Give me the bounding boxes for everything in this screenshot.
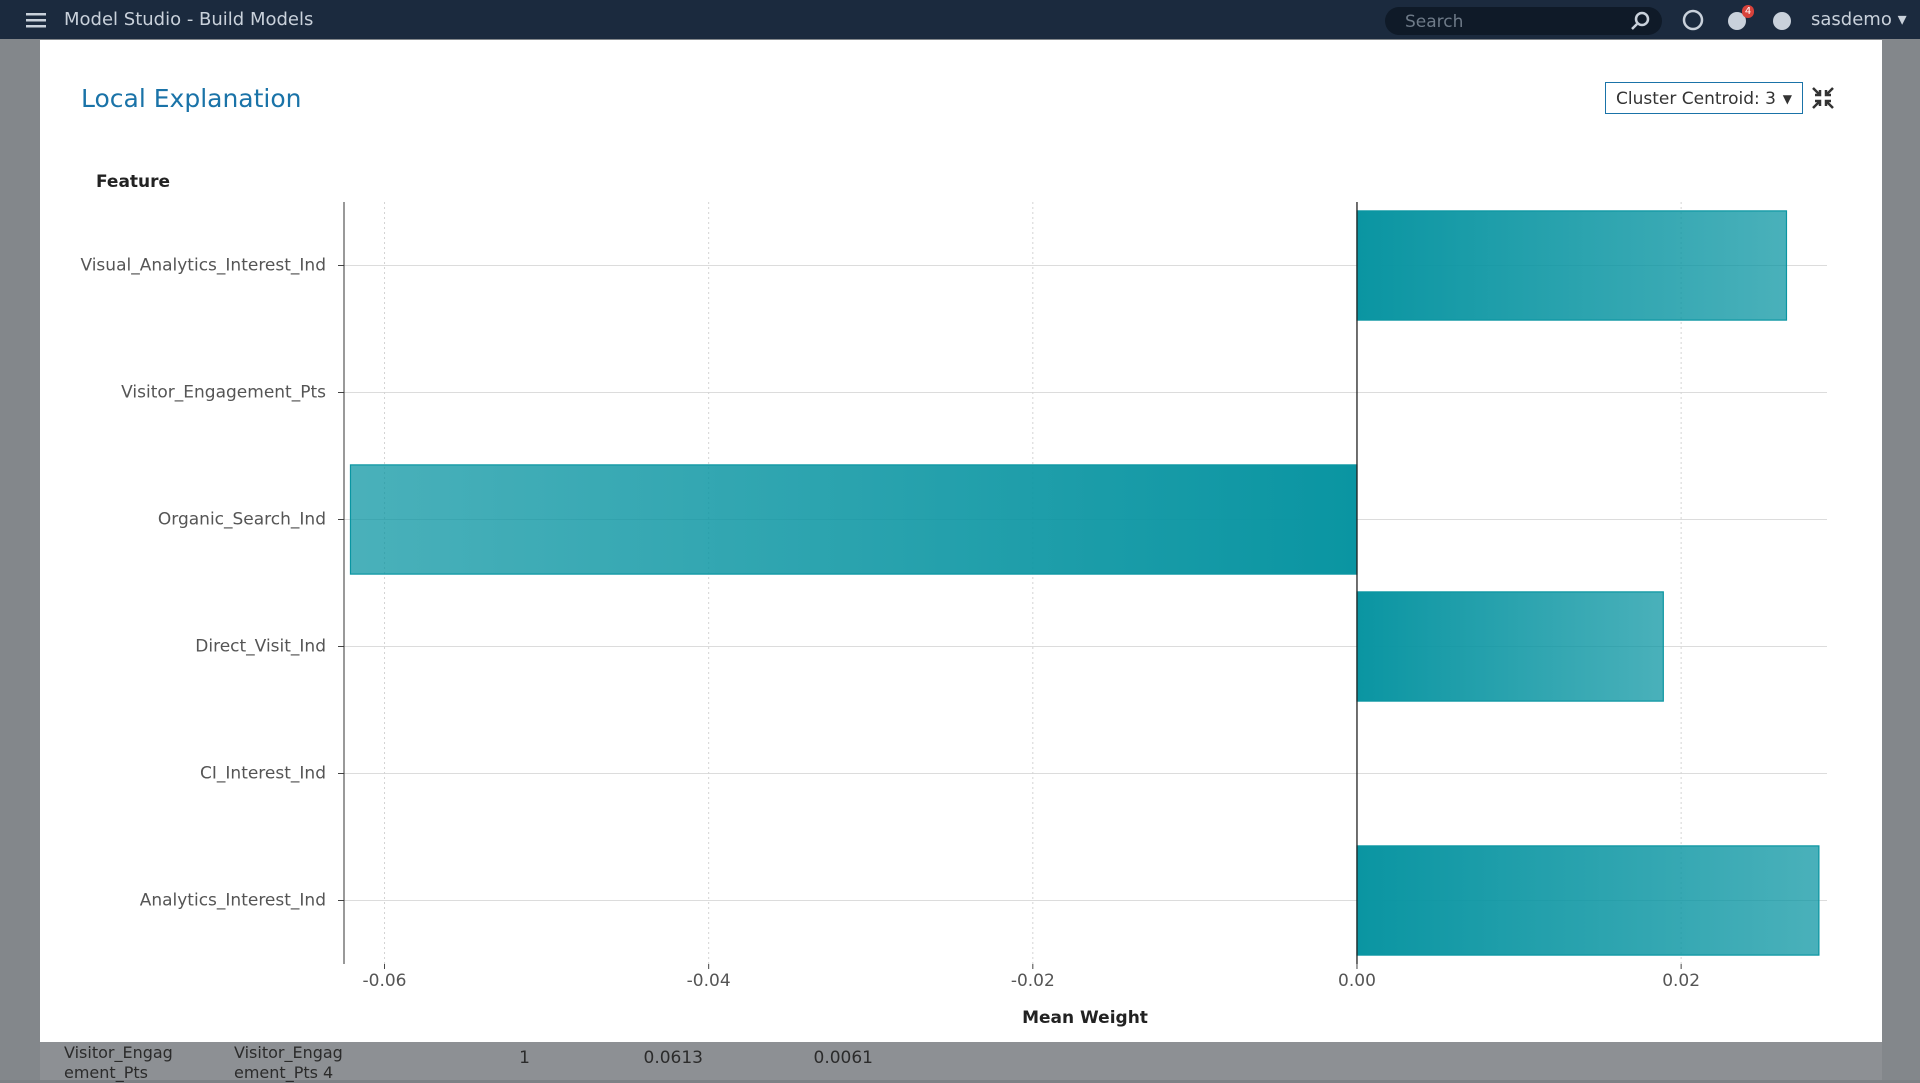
user-name: sasdemo — [1811, 9, 1892, 30]
dialog: Local Explanation Cluster Centroid: 3 ▼ F… — [40, 40, 1882, 1042]
table-cell: Visitor_Engagement_Pts — [64, 1043, 173, 1082]
dropdown-value: Cluster Centroid: 3 — [1616, 89, 1776, 109]
x-tick-label: -0.02 — [1011, 971, 1055, 991]
search-placeholder: Search — [1405, 12, 1464, 32]
chart: Feature Mean Weight Visual_Analytics_Int… — [80, 172, 1827, 1028]
app-header: Model Studio - Build Models Search 4 sas… — [0, 0, 1920, 39]
y-tick-label: Analytics_Interest_Ind — [140, 891, 326, 911]
y-tick-label: Visual_Analytics_Interest_Ind — [80, 256, 326, 276]
bar — [1356, 591, 1664, 702]
search-icon[interactable] — [1630, 11, 1650, 31]
background-table: Visitor_Engagement_Pts Visitor_Engagemen… — [40, 1042, 1882, 1082]
search-box[interactable]: Search — [1385, 7, 1662, 35]
table-cell: Visitor_Engagement_Pts 4 — [234, 1043, 343, 1082]
table-cell: 0.0061 — [813, 1048, 873, 1068]
dropdown[interactable]: Cluster Centroid: 3 ▼ — [1605, 82, 1803, 114]
x-tick-label: -0.04 — [687, 971, 731, 991]
bell-icon[interactable] — [1726, 10, 1748, 32]
table-cell: 1 — [519, 1048, 530, 1068]
bar — [349, 464, 1358, 575]
table-cell: 0.0613 — [643, 1048, 703, 1068]
user-menu[interactable]: sasdemo ▾ — [1811, 9, 1907, 30]
y-axis-title: Feature — [96, 172, 170, 192]
bar — [1356, 845, 1820, 956]
history-icon[interactable] — [1682, 9, 1704, 31]
x-tick-label: 0.02 — [1662, 971, 1700, 991]
help-icon[interactable] — [1771, 10, 1793, 32]
app-title: Model Studio - Build Models — [64, 9, 314, 30]
dialog-title: Local Explanation — [81, 84, 302, 113]
y-tick-label: Visitor_Engagement_Pts — [121, 383, 326, 403]
y-tick-label: Direct_Visit_Ind — [195, 637, 326, 657]
x-axis-title: Mean Weight — [1022, 1008, 1148, 1028]
menu-icon[interactable] — [26, 12, 50, 30]
collapse-icon[interactable] — [1812, 87, 1834, 109]
y-tick-label: Organic_Search_Ind — [158, 510, 326, 530]
bar — [1356, 210, 1788, 321]
y-tick-label: CI_Interest_Ind — [200, 764, 326, 784]
x-tick-label: 0.00 — [1338, 971, 1376, 991]
x-tick-label: -0.06 — [363, 971, 407, 991]
notification-badge: 4 — [1742, 5, 1754, 18]
